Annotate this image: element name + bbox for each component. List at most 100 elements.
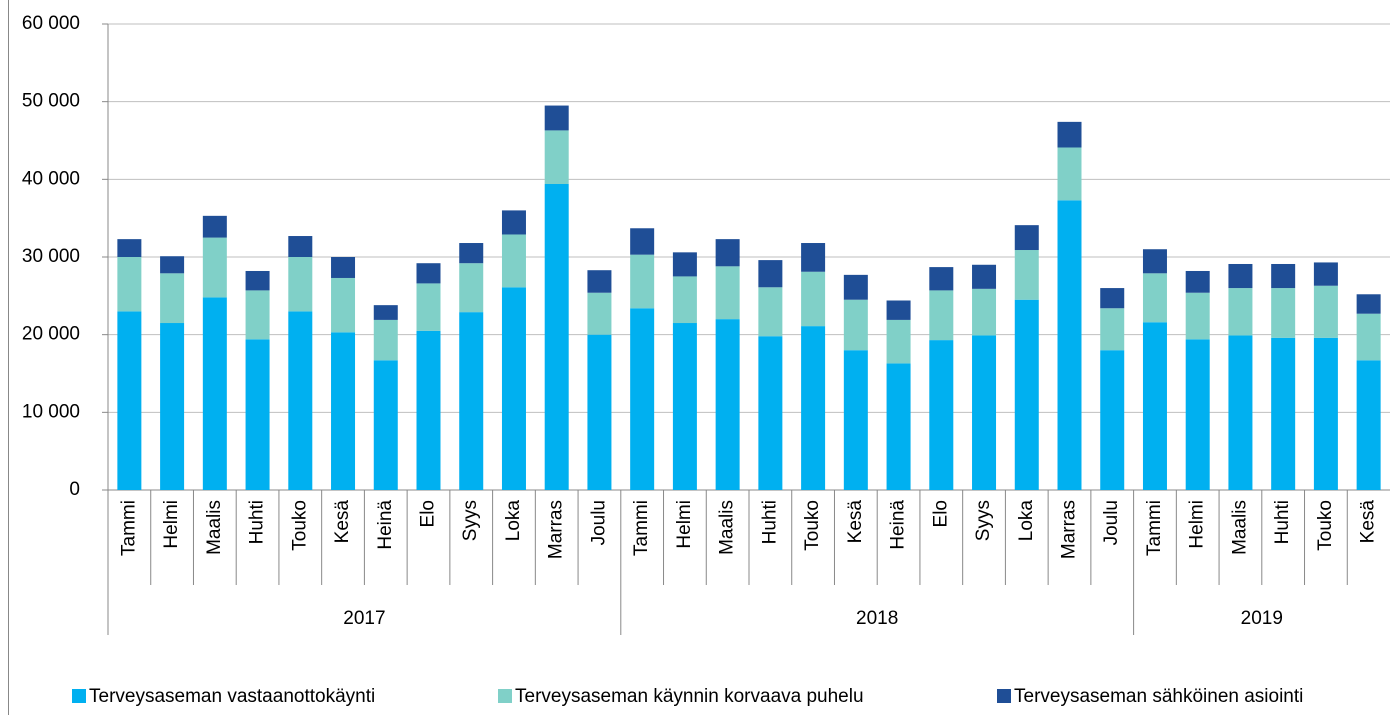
bar-segment <box>331 332 356 490</box>
bar-segment <box>972 335 997 490</box>
x-tick-label: Marras <box>546 500 567 559</box>
bar-segment <box>1014 299 1039 490</box>
legend-label: Terveysaseman vastaanottokäynti <box>89 686 375 707</box>
x-tick-label: Helmi <box>674 500 695 549</box>
x-tick-label: Elo <box>418 500 439 527</box>
x-tick-label: Maalis <box>204 500 225 555</box>
bar-segment <box>1014 250 1039 300</box>
y-tick-label: 20 000 <box>22 324 80 345</box>
x-tick-label: Tammi <box>631 500 652 556</box>
x-tick-label: Loka <box>503 500 524 542</box>
y-tick-label: 50 000 <box>22 91 80 112</box>
bar-segment <box>501 287 526 490</box>
bar-segment <box>886 319 911 364</box>
x-tick-label: Huhti <box>247 500 268 544</box>
bar-segment <box>544 183 569 490</box>
legend-swatch <box>498 689 512 703</box>
bar-segment <box>1185 339 1210 490</box>
bar-segment <box>331 257 356 278</box>
bar-segment <box>972 288 997 336</box>
bar-segment <box>1100 288 1125 309</box>
bar-segment <box>843 299 868 351</box>
bar-segment <box>672 323 697 490</box>
bar-segment <box>160 323 185 490</box>
x-tick-label: Kesä <box>1358 500 1379 544</box>
bar-segment <box>160 256 185 274</box>
bar-segment <box>758 336 783 490</box>
bar-segment <box>373 305 398 320</box>
x-tick-label: Maalis <box>717 500 738 555</box>
x-tick-label: Joulu <box>1101 500 1122 545</box>
x-tick-label: Syys <box>460 500 481 541</box>
legend-label: Terveysaseman sähköinen asiointi <box>1014 686 1303 707</box>
x-tick-label: Helmi <box>161 500 182 549</box>
bar-segment <box>117 239 142 257</box>
x-tick-label: Touko <box>802 500 823 551</box>
bar-segment <box>1228 288 1253 336</box>
x-tick-label: Marras <box>1059 500 1080 559</box>
y-tick-label: 40 000 <box>22 168 80 189</box>
bar-segment <box>1271 288 1296 338</box>
bar-segment <box>1014 225 1039 251</box>
bar-segment <box>1100 350 1125 490</box>
bar-segment <box>843 350 868 490</box>
bar-segment <box>245 339 270 490</box>
bar-segment <box>202 215 227 238</box>
bar-segment <box>715 266 740 320</box>
group-label: 2018 <box>856 608 898 629</box>
x-tick-label: Helmi <box>1187 500 1208 549</box>
bar-segment <box>202 237 227 298</box>
x-tick-label: Kesä <box>332 500 353 544</box>
bar-segment <box>801 243 826 272</box>
bar-segment <box>1057 147 1082 201</box>
bar-segment <box>587 292 612 335</box>
bar-segment <box>331 277 356 333</box>
x-tick-label: Huhti <box>759 500 780 544</box>
bar-segment <box>1228 263 1253 289</box>
bar-segment <box>160 273 185 324</box>
bar-segment <box>972 264 997 289</box>
bar-segment <box>1185 270 1210 293</box>
bar-segment <box>758 287 783 337</box>
bar-segment <box>373 360 398 490</box>
bar-segment <box>416 263 441 284</box>
x-tick-label: Tammi <box>1144 500 1165 556</box>
bar-segment <box>1100 308 1125 351</box>
bar-segment <box>801 271 826 327</box>
x-tick-label: Loka <box>1016 500 1037 542</box>
bar-segment <box>288 236 313 257</box>
x-tick-label: Touko <box>289 500 310 551</box>
bar-segment <box>630 228 655 255</box>
x-tick-label: Huhti <box>1272 500 1293 544</box>
bar-segment <box>1271 263 1296 289</box>
x-tick-label: Maalis <box>1229 500 1250 555</box>
bar-segment <box>416 330 441 490</box>
x-tick-label: Joulu <box>588 500 609 545</box>
y-tick-label: 10 000 <box>22 401 80 422</box>
bar-segment <box>843 274 868 300</box>
bar-segment <box>459 263 484 313</box>
bar-segment <box>587 270 612 293</box>
y-tick-label: 30 000 <box>22 246 80 267</box>
group-label: 2019 <box>1241 608 1283 629</box>
x-tick-label: Touko <box>1315 500 1336 551</box>
bar-segment <box>929 267 954 291</box>
bar-segment <box>1356 294 1381 314</box>
bar-segment <box>1185 292 1210 340</box>
bar-segment <box>1142 322 1167 490</box>
bar-segment <box>886 300 911 320</box>
bar-segment <box>715 319 740 490</box>
x-tick-label: Heinä <box>375 500 396 550</box>
bar-segment <box>929 290 954 341</box>
bar-segment <box>1057 121 1082 148</box>
bar-segment <box>245 290 270 340</box>
bar-segment <box>587 334 612 490</box>
legend-swatch <box>72 689 86 703</box>
x-tick-label: Tammi <box>118 500 139 556</box>
bar-segment <box>1356 360 1381 490</box>
bar-segment <box>630 254 655 309</box>
bar-segment <box>886 363 911 490</box>
bar-segment <box>715 239 740 267</box>
bar-segment <box>1142 273 1167 323</box>
bar-segment <box>117 311 142 490</box>
